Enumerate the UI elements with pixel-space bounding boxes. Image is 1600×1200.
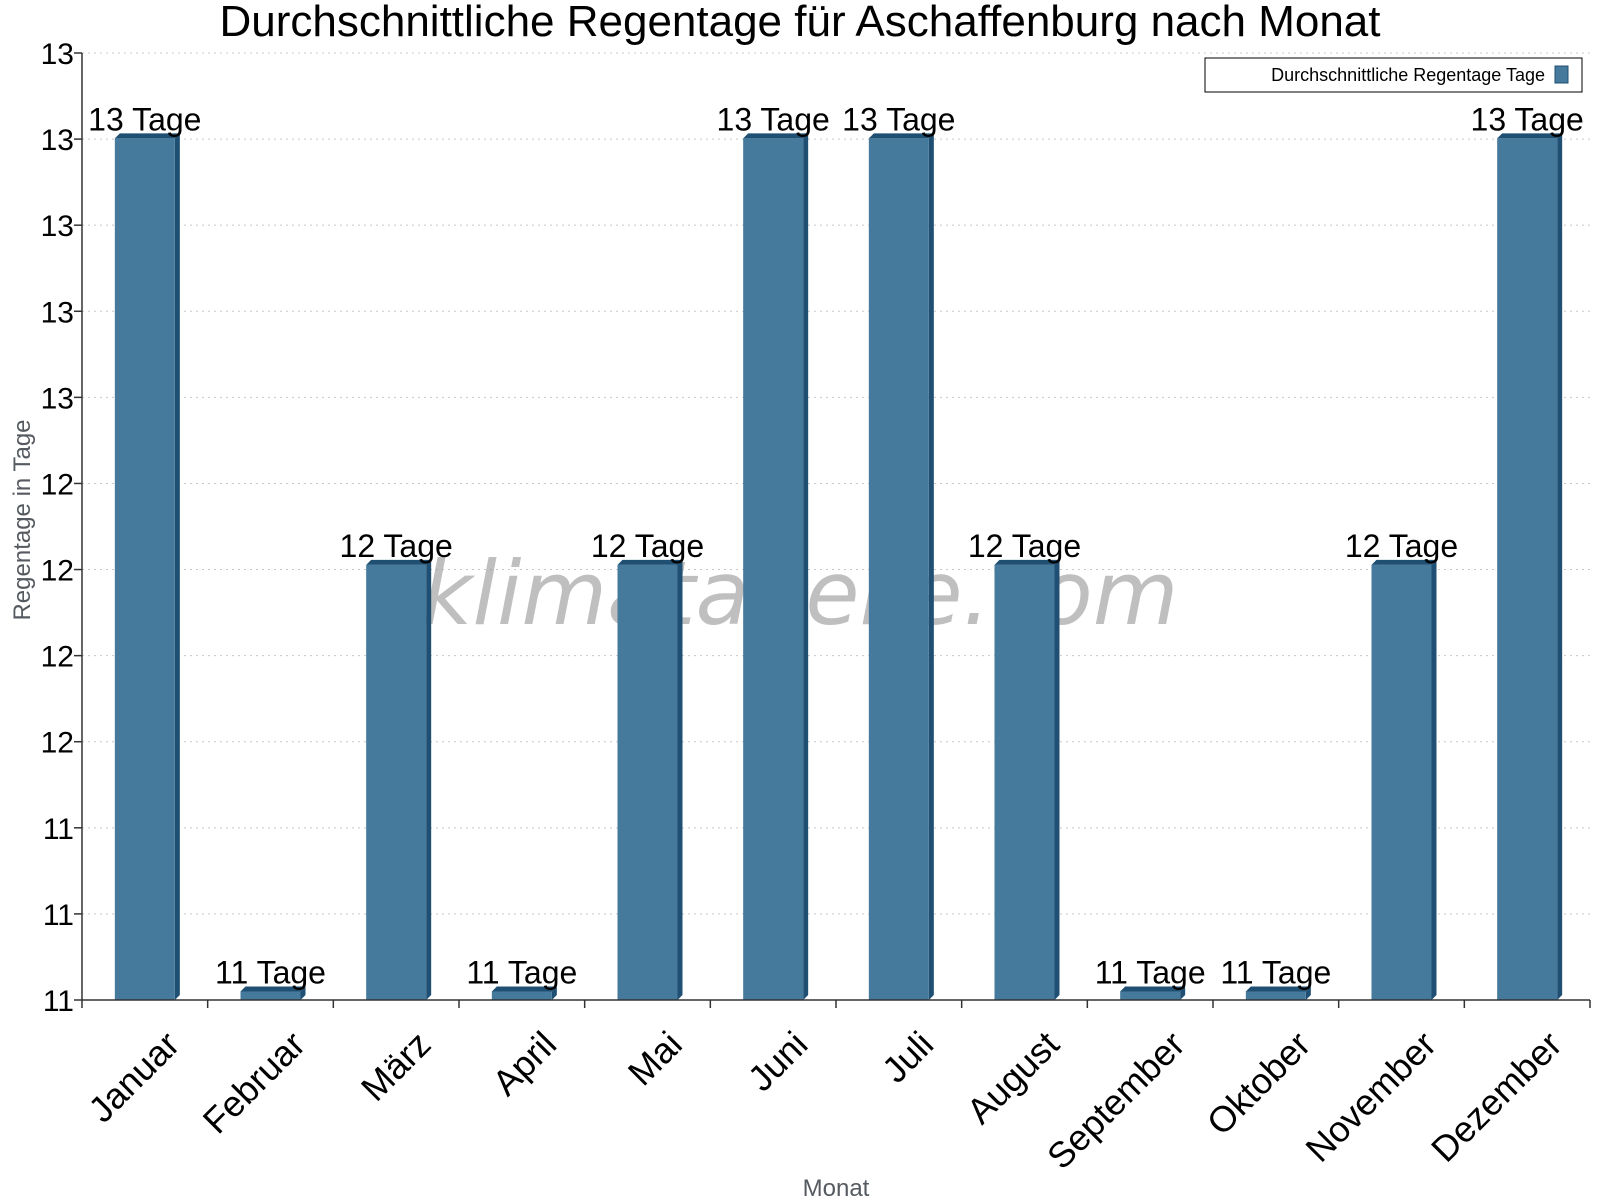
bar-side xyxy=(1431,559,1437,1000)
bar xyxy=(114,133,180,1001)
bar-top xyxy=(366,559,432,565)
data-label: 13 Tage xyxy=(1471,101,1584,137)
x-tick-label: April xyxy=(484,1023,564,1103)
data-labels: 13 Tage 11 Tage 12 Tage 11 Tage 12 Tage 13 Ta… xyxy=(88,101,1584,990)
bar-front xyxy=(1245,991,1306,1000)
bar xyxy=(743,133,809,1001)
bar-front xyxy=(617,564,678,1000)
legend-label: Durchschnittliche Regentage Tage xyxy=(1271,65,1545,85)
bar xyxy=(366,559,432,1000)
y-tick-label: 12 xyxy=(41,468,74,501)
x-tick-label: Juni xyxy=(740,1023,816,1099)
bar-top xyxy=(617,559,683,565)
bar-top xyxy=(868,133,934,139)
y-tick-label: 13 xyxy=(41,210,74,243)
bar xyxy=(1371,559,1437,1000)
data-label: 11 Tage xyxy=(466,954,577,990)
x-tick-label: März xyxy=(353,1023,439,1109)
x-tick-label: Oktober xyxy=(1199,1023,1319,1143)
bar-front xyxy=(743,138,804,1001)
bar-top xyxy=(1371,559,1437,565)
bar-side xyxy=(426,559,432,1000)
x-tick-label: November xyxy=(1297,1023,1443,1169)
bar-front xyxy=(1497,138,1558,1001)
x-tick-label: August xyxy=(959,1023,1067,1131)
x-tick-label: Januar xyxy=(80,1023,187,1130)
bar-side xyxy=(1305,986,1311,1000)
x-tick-label: September xyxy=(1039,1023,1193,1177)
y-axis-title: Regentage in Tage xyxy=(9,419,36,620)
bar-top xyxy=(114,133,180,139)
bar xyxy=(994,559,1060,1000)
bar xyxy=(868,133,934,1001)
y-tick-label: 11 xyxy=(43,985,74,1018)
data-label: 12 Tage xyxy=(591,528,704,564)
data-label: 13 Tage xyxy=(717,101,830,137)
bar-front xyxy=(994,564,1055,1000)
bar-front xyxy=(240,991,301,1000)
bar-top xyxy=(240,986,306,992)
chart-title: Durchschnittliche Regentage für Aschaffe… xyxy=(219,0,1380,46)
bar-side xyxy=(551,986,557,1000)
data-label: 13 Tage xyxy=(88,101,201,137)
bar xyxy=(1245,986,1311,1000)
legend: Durchschnittliche Regentage Tage xyxy=(1204,57,1583,93)
data-label: 12 Tage xyxy=(1345,528,1458,564)
bar-front xyxy=(366,564,427,1000)
bar-side xyxy=(174,133,180,1001)
data-label: 12 Tage xyxy=(968,528,1081,564)
grid-lines xyxy=(82,52,1590,915)
bar-front xyxy=(1371,564,1432,1000)
bar-side xyxy=(803,133,809,1001)
y-tick-label: 13 xyxy=(41,124,74,157)
y-tick-label: 13 xyxy=(41,296,74,329)
bars xyxy=(114,133,1563,1001)
bar-top xyxy=(491,986,557,992)
y-tick-labels: 11 11 11 12 12 12 12 13 13 13 13 13 xyxy=(41,38,74,1018)
data-label: 11 Tage xyxy=(215,954,326,990)
bar-side xyxy=(1180,986,1186,1000)
bar-top xyxy=(1497,133,1563,139)
y-tick-label: 11 xyxy=(43,899,74,932)
legend-swatch xyxy=(1554,65,1569,84)
y-tick-label: 12 xyxy=(41,641,74,674)
data-label: 11 Tage xyxy=(1095,954,1206,990)
bar-front xyxy=(114,138,175,1001)
y-tick-label: 12 xyxy=(41,727,74,760)
x-axis-title: Monat xyxy=(803,1175,870,1200)
bar-side xyxy=(928,133,934,1001)
axes xyxy=(74,52,1591,1008)
bar xyxy=(1120,986,1186,1000)
x-tick-label: Mai xyxy=(620,1023,690,1093)
bar-front xyxy=(1120,991,1181,1000)
legend-box xyxy=(1204,57,1583,93)
bar-top xyxy=(1120,986,1186,992)
x-tick-label: Dezember xyxy=(1423,1023,1569,1169)
data-label: 11 Tage xyxy=(1220,954,1331,990)
y-tick-label: 12 xyxy=(41,555,74,588)
x-tick-labels: Januar Februar März April Mai Juni Juli AugustS… xyxy=(80,1023,1569,1177)
y-tick-label: 11 xyxy=(43,813,74,846)
bar-side xyxy=(300,986,306,1000)
bar-front xyxy=(868,138,929,1001)
bar-side xyxy=(1557,133,1563,1001)
bar-front xyxy=(491,991,552,1000)
bar-top xyxy=(1245,986,1311,992)
y-tick-label: 13 xyxy=(41,38,74,71)
data-label: 13 Tage xyxy=(842,101,955,137)
data-label: 12 Tage xyxy=(340,528,453,564)
y-tick-label: 13 xyxy=(41,382,74,415)
bar xyxy=(240,986,306,1000)
x-tick-label: Februar xyxy=(195,1023,313,1141)
bar xyxy=(1497,133,1563,1001)
bar-side xyxy=(1054,559,1060,1000)
bar-side xyxy=(677,559,683,1000)
x-tick-label: Juli xyxy=(874,1023,941,1090)
bar xyxy=(617,559,683,1000)
bar xyxy=(491,986,557,1000)
bar-top xyxy=(743,133,809,139)
bar-top xyxy=(994,559,1060,565)
